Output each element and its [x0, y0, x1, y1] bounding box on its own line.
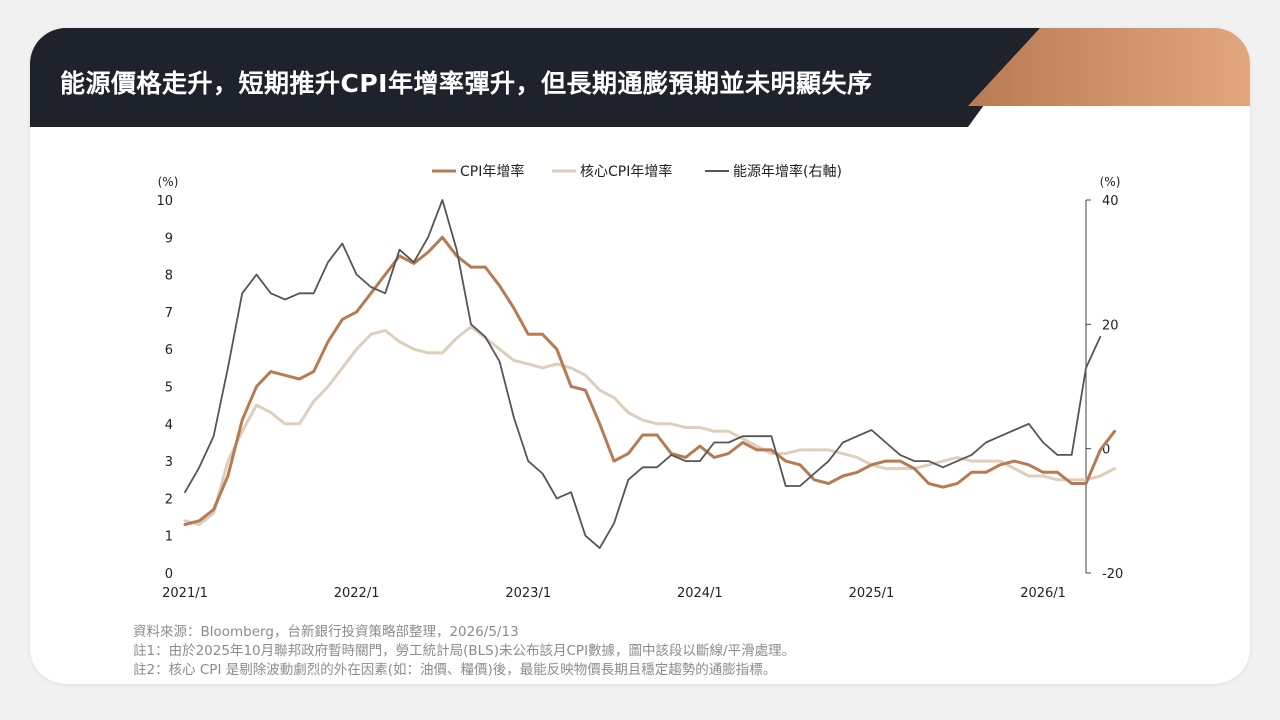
x-tick-label: 2023/1	[505, 586, 551, 601]
legend-label-2: 核心CPI年增率	[580, 163, 672, 180]
y-right-tick-label: -20	[1102, 567, 1123, 582]
footnote-2: 註2：核心 CPI 是剔除波動劇烈的外在因素(如：油價、糧價)後，最能反映物價長…	[133, 662, 777, 678]
x-tick-label: 2026/1	[1020, 586, 1066, 601]
y-left-tick-label: 4	[165, 418, 173, 433]
x-tick-label: 2024/1	[677, 586, 723, 601]
chart-card: 能源價格走升，短期推升CPI年增率彈升，但長期通膨預期並未明顯失序	[30, 28, 1250, 684]
y-right-unit: (%)	[1100, 175, 1121, 189]
y-left-tick-label: 3	[165, 455, 173, 470]
y-left-tick-label: 2	[165, 492, 173, 507]
y-left-tick-label: 5	[165, 381, 173, 396]
series-line-2	[183, 325, 1117, 526]
footnotes: 資料來源：Bloomberg，台新銀行投資策略部整理，2026/5/13 註1：…	[133, 623, 795, 680]
series-line-1	[183, 235, 1117, 526]
series-line-3	[184, 199, 1102, 549]
y-left-tick-label: 0	[165, 567, 173, 582]
x-tick-label: 2022/1	[334, 586, 380, 601]
legend-label-3: 能源年增率(右軸)	[733, 163, 842, 180]
title-banner	[30, 28, 1040, 127]
y-left-tick-label: 9	[165, 231, 173, 246]
x-tick-label: 2021/1	[162, 586, 208, 601]
legend-label-1: CPI年增率	[460, 163, 524, 180]
y-right-tick-label: 20	[1102, 318, 1119, 333]
y-left-tick-label: 1	[165, 530, 173, 545]
y-left-tick-label: 8	[165, 269, 173, 284]
source-note: 資料來源：Bloomberg，台新銀行投資策略部整理，2026/5/13	[133, 624, 519, 640]
page-title: 能源價格走升，短期推升CPI年增率彈升，但長期通膨預期並未明顯失序	[60, 69, 873, 98]
y-right-tick-label: 0	[1102, 443, 1110, 458]
y-left-tick-label: 7	[165, 306, 173, 321]
x-tick-label: 2025/1	[849, 586, 895, 601]
y-left-tick-label: 10	[156, 194, 173, 209]
y-left-tick-label: 6	[165, 343, 173, 358]
y-right-tick-label: 40	[1102, 194, 1119, 209]
y-left-unit: (%)	[158, 175, 179, 189]
footnote-1: 註1：由於2025年10月聯邦政府暫時關門，勞工統計局(BLS)未公布該月CPI…	[133, 643, 796, 659]
